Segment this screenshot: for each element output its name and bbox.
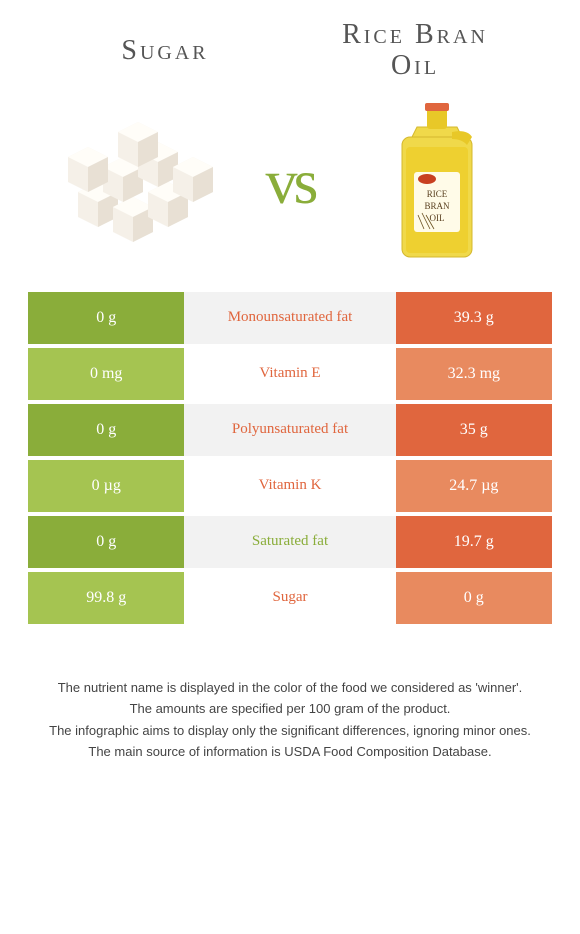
left-value: 0 g <box>28 404 184 456</box>
right-value: 24.7 µg <box>396 460 552 512</box>
title-sugar: Sugar <box>40 35 290 67</box>
table-row: 0 mgVitamin E32.3 mg <box>28 348 552 400</box>
right-value: 0 g <box>396 572 552 624</box>
oil-image: RICE BRAN OIL <box>324 97 550 267</box>
oil-bottle-icon: RICE BRAN OIL <box>382 97 492 267</box>
left-value: 0 g <box>28 292 184 344</box>
vs-label: vs <box>266 145 315 219</box>
sugar-cubes-icon <box>58 112 228 252</box>
svg-text:RICE: RICE <box>427 189 448 199</box>
footer-notes: The nutrient name is displayed in the co… <box>0 628 580 762</box>
right-value: 32.3 mg <box>396 348 552 400</box>
nutrient-label: Saturated fat <box>184 516 395 568</box>
footer-line4: The main source of information is USDA F… <box>20 742 560 762</box>
left-value: 0 mg <box>28 348 184 400</box>
nutrient-label: Vitamin K <box>184 460 395 512</box>
nutrient-label: Sugar <box>184 572 395 624</box>
comparison-table: 0 gMonounsaturated fat39.3 g0 mgVitamin … <box>0 292 580 624</box>
left-value: 0 µg <box>28 460 184 512</box>
table-row: 99.8 gSugar0 g <box>28 572 552 624</box>
table-row: 0 µgVitamin K24.7 µg <box>28 460 552 512</box>
footer-line2: The amounts are specified per 100 gram o… <box>20 699 560 719</box>
left-value: 99.8 g <box>28 572 184 624</box>
table-row: 0 gSaturated fat19.7 g <box>28 516 552 568</box>
nutrient-label: Polyunsaturated fat <box>184 404 395 456</box>
title-line2: Oil <box>391 50 439 81</box>
header: Sugar Rice Bran Oil <box>0 0 580 92</box>
title-line1: Rice Bran <box>342 19 488 50</box>
table-row: 0 gMonounsaturated fat39.3 g <box>28 292 552 344</box>
table-row: 0 gPolyunsaturated fat35 g <box>28 404 552 456</box>
footer-line1: The nutrient name is displayed in the co… <box>20 678 560 698</box>
title-rice-bran-oil: Rice Bran Oil <box>290 20 540 82</box>
footer-line3: The infographic aims to display only the… <box>20 721 560 741</box>
images-row: vs RICE BRAN OIL <box>0 92 580 292</box>
right-value: 39.3 g <box>396 292 552 344</box>
right-value: 19.7 g <box>396 516 552 568</box>
nutrient-label: Vitamin E <box>184 348 395 400</box>
right-value: 35 g <box>396 404 552 456</box>
svg-text:OIL: OIL <box>430 213 445 223</box>
svg-text:BRAN: BRAN <box>425 201 451 211</box>
nutrient-label: Monounsaturated fat <box>184 292 395 344</box>
sugar-image <box>30 112 256 252</box>
left-value: 0 g <box>28 516 184 568</box>
